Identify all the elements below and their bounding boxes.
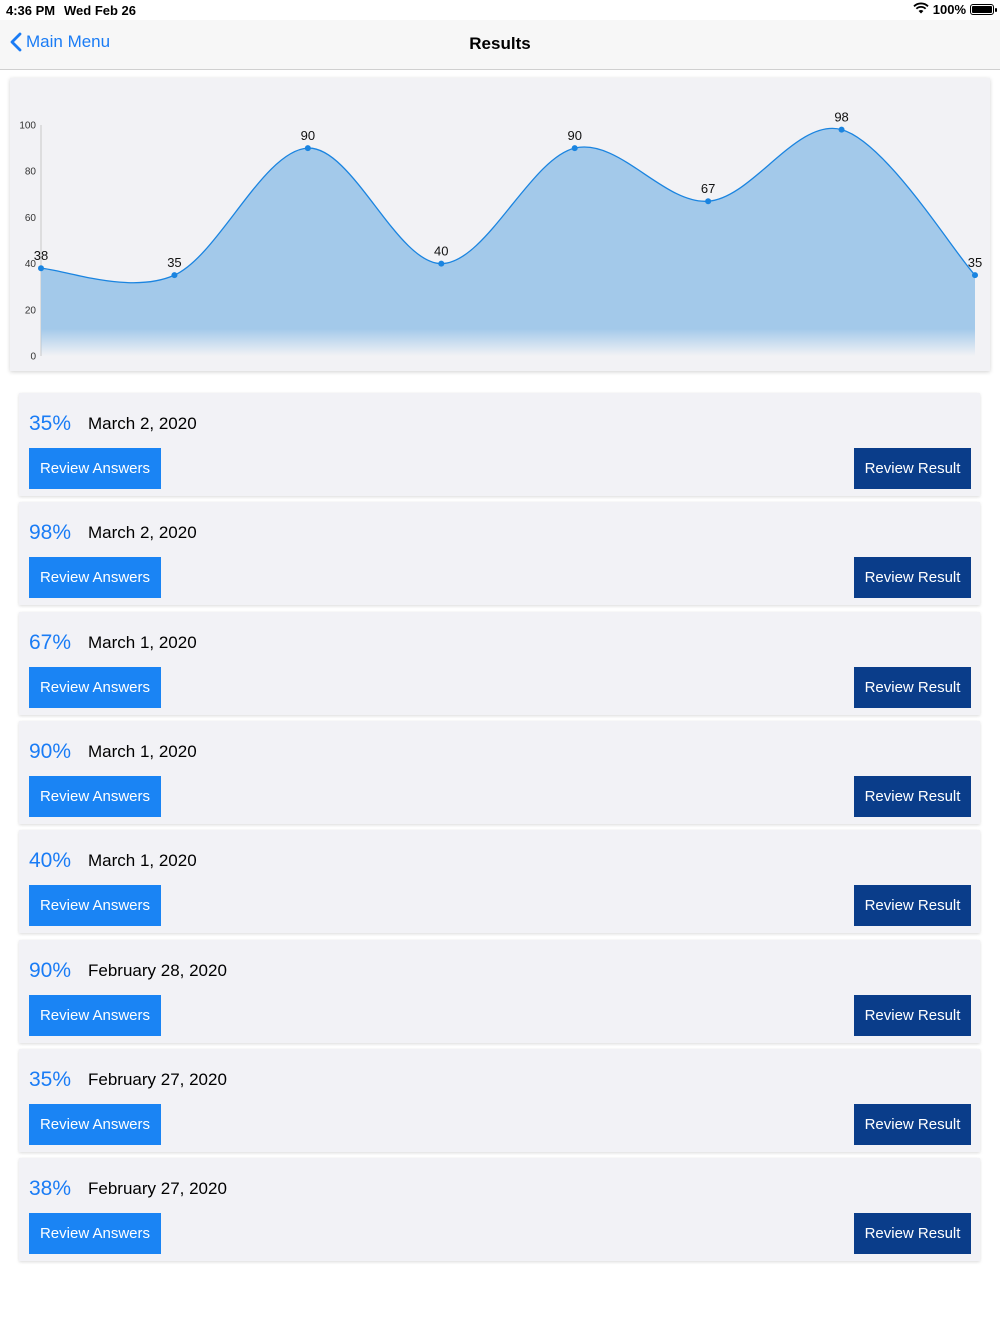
result-date: February 27, 2020 [88,1179,227,1199]
data-label: 67 [701,181,715,196]
data-point [438,260,445,267]
result-item: 35% February 27, 2020 Review Answers Rev… [19,1048,980,1152]
back-button-label: Main Menu [26,32,111,51]
review-answers-button[interactable]: Review Answers [29,885,161,927]
review-result-button[interactable]: Review Result [854,666,971,708]
review-answers-button[interactable]: Review Answers [29,1103,161,1145]
result-date: February 28, 2020 [88,960,227,980]
chevron-left-icon [10,32,22,52]
status-indicators: 100% [913,2,997,17]
wifi-icon [913,2,929,17]
data-label: 98 [834,110,848,125]
y-tick-label: 0 [30,352,36,363]
result-score: 90% [29,739,72,763]
review-answers-button[interactable]: Review Answers [29,666,161,708]
data-point [171,272,178,279]
data-point [705,198,712,205]
data-point [972,272,978,279]
y-tick-label: 80 [25,167,37,178]
review-result-button[interactable]: Review Result [854,1213,971,1255]
result-score: 38% [29,1177,72,1201]
review-answers-button[interactable]: Review Answers [29,994,161,1036]
data-label: 35 [968,255,982,270]
results-chart: 0 20 40 60 80 100 38 35 90 40 90 67 98 35 [10,78,990,371]
y-tick-label: 40 [25,259,37,270]
y-tick-label: 100 [19,121,36,132]
status-bar: 4:36 PM Wed Feb 26 100% [0,0,1000,20]
navigation-bar: Main Menu Results [0,20,1000,70]
review-result-button[interactable]: Review Result [854,557,971,599]
review-result-button[interactable]: Review Result [854,994,971,1036]
result-score: 98% [29,521,72,545]
status-date: Wed Feb 26 [64,3,137,18]
result-item: 90% February 28, 2020 Review Answers Rev… [19,939,980,1043]
area-chart: 0 20 40 60 80 100 38 35 90 40 90 67 98 35 [19,110,982,363]
data-point [38,265,44,272]
result-score: 90% [29,958,72,982]
battery-icon [970,4,997,15]
review-result-button[interactable]: Review Result [854,885,971,927]
review-answers-button[interactable]: Review Answers [29,775,161,817]
back-button[interactable]: Main Menu [10,32,110,52]
result-date: March 1, 2020 [88,741,197,761]
review-answers-button[interactable]: Review Answers [29,1213,161,1255]
data-label: 90 [301,128,315,143]
result-date: March 1, 2020 [88,632,197,652]
status-time: 4:36 PM [6,3,56,18]
page-title: Results [469,34,531,53]
result-item: 90% March 1, 2020 Review Answers Review … [19,720,980,824]
result-date: February 27, 2020 [88,1069,227,1089]
data-point [571,145,578,152]
data-point [838,126,845,133]
review-result-button[interactable]: Review Result [854,775,971,817]
data-label: 90 [567,128,581,143]
data-label: 35 [167,255,181,270]
review-answers-button[interactable]: Review Answers [29,557,161,599]
result-item: 67% March 1, 2020 Review Answers Review … [19,611,980,715]
series-area [41,128,975,356]
result-score: 67% [29,630,72,654]
review-result-button[interactable]: Review Result [854,1103,971,1145]
result-date: March 1, 2020 [88,851,197,871]
y-tick-label: 20 [25,305,37,316]
result-date: March 2, 2020 [88,414,197,433]
series-line [40,127,976,284]
result-item: 35% March 2, 2020 Review Answers Review … [19,393,980,496]
y-tick-label: 60 [25,213,37,224]
result-date: March 2, 2020 [88,523,197,543]
review-result-button[interactable]: Review Result [854,448,971,489]
battery-percent: 100% [932,2,966,17]
result-score: 35% [29,1067,72,1091]
result-item: 40% March 1, 2020 Review Answers Review … [19,830,980,934]
data-point [304,145,311,152]
result-score: 40% [29,849,72,873]
data-label: 38 [34,248,48,263]
review-answers-button[interactable]: Review Answers [29,448,161,489]
data-label: 40 [434,244,448,259]
result-item: 98% March 2, 2020 Review Answers Review … [19,502,980,606]
result-item: 38% February 27, 2020 Review Answers Rev… [19,1158,980,1262]
result-score: 35% [29,412,72,435]
